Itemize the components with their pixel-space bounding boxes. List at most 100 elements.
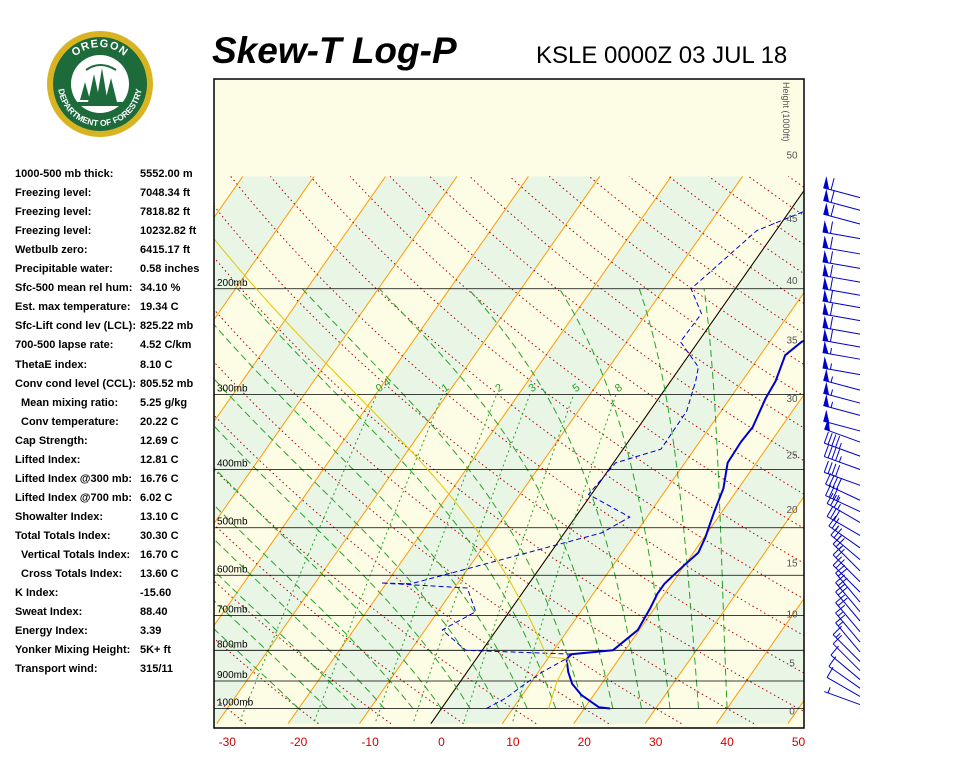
wind-barb-half-feather: [838, 456, 842, 463]
parcel-trace-line: [214, 237, 570, 709]
mixing-ratio-label: 1: [440, 382, 452, 395]
index-value: 16.76 C: [140, 472, 179, 485]
wind-barb-feather: [835, 449, 841, 461]
wind-barb-feather: [830, 494, 837, 506]
wind-barb-feather: [835, 478, 842, 490]
index-label: Conv cond level (CCL):: [15, 377, 137, 390]
index-value: 825.22 mb: [140, 320, 194, 333]
wind-barb: [823, 188, 861, 211]
wind-barb-shaft: [832, 543, 861, 572]
wind-barb-shaft: [832, 554, 861, 583]
index-value: 6.02 C: [140, 491, 173, 504]
axis-labels: 200mb 300mb 400mb 500mb 600mb 700mb 800mb 900mb…: [217, 82, 805, 749]
wind-barb-half-feather: [827, 687, 831, 694]
wind-barb: [835, 564, 861, 603]
index-label: Showalter Index:: [15, 510, 104, 523]
wind-barb-feather: [828, 515, 837, 527]
wind-barb-feather: [831, 434, 837, 447]
isotherm-line: [0, 176, 29, 723]
wind-barb-feather: [827, 462, 833, 474]
wind-barb-flag: [823, 176, 830, 190]
height-tick-label: 40: [786, 276, 798, 287]
wind-barb-feather: [830, 178, 835, 190]
wind-barb-flag: [822, 276, 829, 290]
wind-barb-feather: [833, 509, 841, 521]
plot-frame: [213, 78, 805, 729]
wind-barb-feather: [829, 290, 834, 303]
index-label: Energy Index:: [15, 625, 88, 638]
index-label: Cross Totals Index:: [21, 568, 123, 581]
wind-barb: [828, 656, 861, 689]
index-label: Lifted Index @700 mb:: [15, 491, 133, 504]
wind-barb-feather: [826, 505, 834, 517]
wind-barb-shaft: [824, 456, 861, 471]
temperature-profile-line: [565, 339, 804, 710]
index-value: 8.10 C: [140, 358, 173, 371]
wind-barb-half-feather: [837, 504, 841, 510]
dry-adiabat-line: [310, 176, 804, 564]
wind-barb: [823, 460, 861, 486]
wind-barb-feather: [823, 445, 829, 457]
index-value: 12.81 C: [140, 453, 179, 466]
height-tick-label: 25: [786, 450, 798, 461]
moist-adiabat-line: [214, 378, 500, 709]
wind-barb-flag: [822, 356, 829, 370]
wind-barb-shaft: [822, 261, 861, 269]
index-value: 88.40: [140, 606, 168, 619]
mixing-ratio-label: 2: [493, 382, 505, 395]
isotherm-line: [287, 176, 672, 724]
wind-barb-shaft: [822, 352, 861, 360]
wind-barb: [823, 431, 861, 457]
wind-barb-flag: [822, 235, 829, 249]
mixing-ratio-line: [239, 394, 378, 722]
index-label: Est. max temperature:: [15, 301, 131, 314]
index-label: Yonker Mixing Height:: [15, 644, 131, 657]
wind-barb-feather: [830, 190, 835, 203]
wind-barb: [825, 473, 861, 501]
pressure-label: 400mb: [217, 459, 248, 470]
isotherm-band: [0, 176, 29, 723]
wind-barb: [822, 340, 861, 360]
index-label: Sfc-500 mean rel hum:: [15, 282, 133, 295]
wind-barb-half-feather: [829, 363, 832, 370]
wind-barb: [822, 302, 861, 322]
index-value: 5552.00 m: [140, 168, 193, 180]
wind-barb-shaft: [825, 483, 861, 501]
temperature-tick-label: -10: [361, 735, 379, 749]
wind-barb-shaft: [835, 622, 861, 653]
index-label: Transport wind:: [15, 663, 98, 676]
wind-barb-shaft: [822, 288, 861, 296]
wind-barb-half-feather: [836, 535, 842, 541]
index-value: 10232.82 ft: [140, 225, 197, 238]
wind-barb: [822, 235, 861, 255]
wind-barb-feather: [835, 435, 841, 448]
wind-barb: [823, 445, 861, 471]
index-value: 315/11: [140, 663, 174, 676]
dry-adiabat-line: [214, 308, 755, 725]
isotherm-line: [214, 176, 315, 321]
index-label: 1000-500 mb thick:: [15, 168, 114, 180]
index-value: 5K+ ft: [140, 644, 171, 657]
wind-barb: [823, 368, 861, 391]
wind-barb: [823, 202, 861, 225]
wind-barb: [823, 381, 861, 404]
wind-barb-feather: [832, 625, 842, 635]
wind-barb-half-feather: [837, 621, 844, 627]
wind-barb: [823, 393, 861, 416]
wind-barb-flag: [822, 220, 829, 234]
wind-barb-shaft: [825, 495, 861, 513]
index-label: Wetbulb zero:: [15, 244, 88, 257]
plot-background: [0, 79, 804, 728]
mixing-ratio-line: [375, 394, 498, 722]
pressure-label: 200mb: [217, 278, 248, 289]
wind-barb-feather: [829, 236, 834, 249]
dry-adiabat-line: [214, 361, 682, 725]
wind-barb-shaft: [835, 612, 861, 643]
wind-barb-shaft: [828, 525, 861, 549]
wind-barb-feather: [829, 329, 834, 342]
dry-adiabat-line: [214, 414, 610, 725]
index-value: 19.34 C: [140, 301, 179, 314]
wind-barb-shaft: [822, 327, 861, 335]
wind-barb-shaft: [830, 534, 861, 560]
wind-barb-feather: [830, 645, 839, 656]
